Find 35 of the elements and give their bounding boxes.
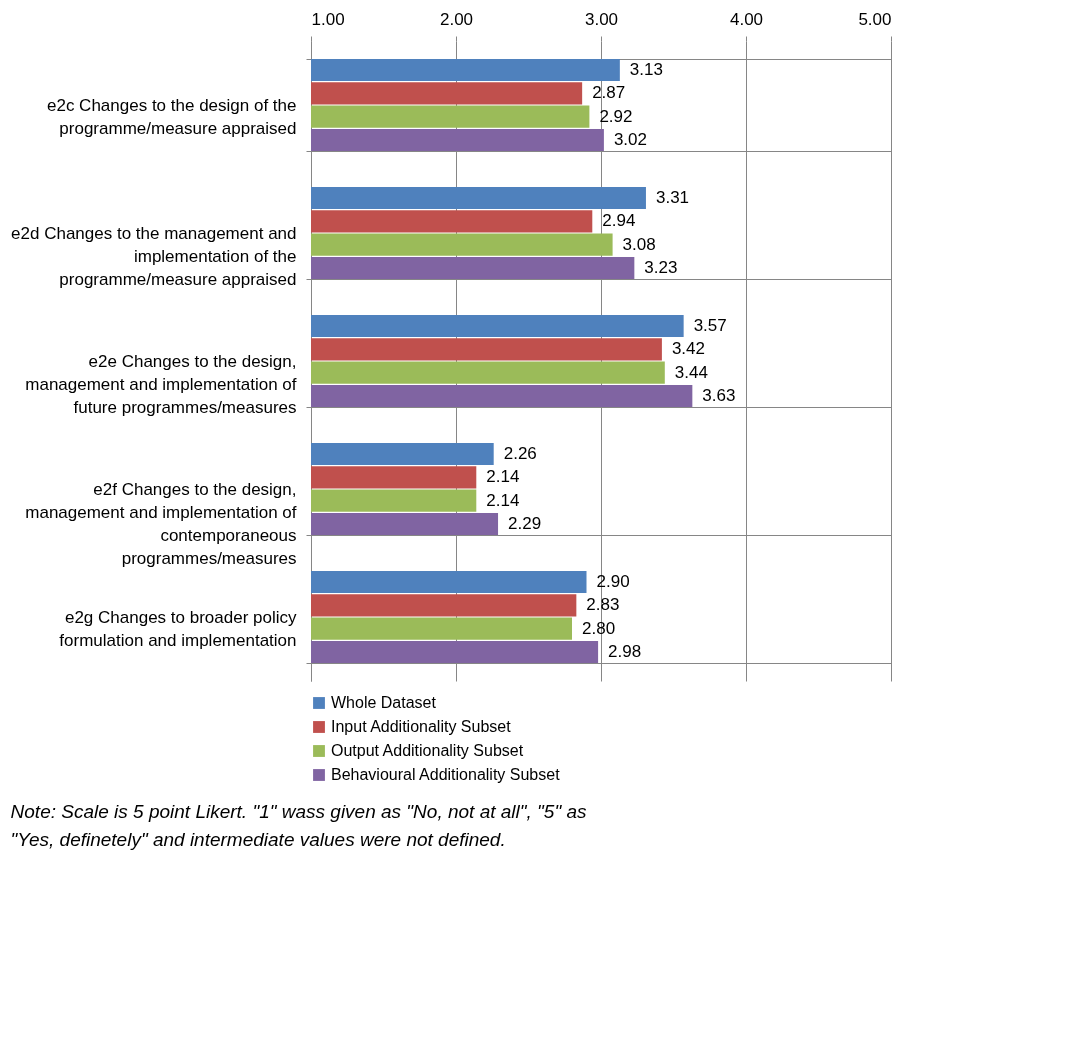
x-tick-label: 2.00 <box>439 9 474 29</box>
data-label: 3.57 <box>693 316 727 335</box>
data-label: 3.63 <box>702 386 736 405</box>
data-label: 3.44 <box>674 362 708 382</box>
x-tick-label: 4.00 <box>729 9 764 29</box>
data-label: 2.90 <box>596 572 630 591</box>
data-label: 2.26 <box>503 444 537 463</box>
data-label: 3.31 <box>655 188 690 207</box>
data-label: 2.98 <box>608 642 642 661</box>
x-tick-label: 5.00 <box>858 9 892 29</box>
data-label: 2.14 <box>486 467 520 487</box>
y-tick-label: e2f Changes to the design, management and implementation of contemporaneous programmes/measures <box>25 479 297 568</box>
y-tick-label: e2d Changes to the management and implementation of the programme/measure appraised <box>11 223 297 289</box>
data-label: 2.14 <box>486 490 520 510</box>
data-label: 2.87 <box>592 83 626 103</box>
data-label: 2.83 <box>586 595 620 615</box>
data-label: 2.29 <box>508 514 542 533</box>
legend-label: Output Additionality Subset <box>331 742 524 759</box>
y-tick-label: e2e Changes to the design, management and implementation of future programmes/measures <box>25 351 297 417</box>
data-label: 3.23 <box>644 258 678 277</box>
x-tick-label: 1.00 <box>311 9 345 29</box>
data-label: 2.94 <box>602 211 636 231</box>
text: Note: Scale is 5 point Likert. "1" wass given as "No, not at all", "5" as "Yes, definetely" and intermediate values were not defined. <box>10 801 587 850</box>
x-tick-label: 3.00 <box>584 9 619 29</box>
y-tick-label: e2g Changes to broader policy formulation and implementation <box>59 607 297 650</box>
data-label: 2.80 <box>582 618 616 638</box>
data-label: 3.42 <box>671 339 705 359</box>
legend-label: Input Additionality Subset <box>331 718 512 735</box>
data-label: 3.13 <box>629 60 663 79</box>
data-label: 3.02 <box>613 130 647 149</box>
data-label: 2.92 <box>599 106 633 126</box>
data-label: 3.08 <box>622 234 656 254</box>
y-tick-label: e2c Changes to the design of the programme/measure appraised <box>46 95 297 138</box>
legend-label: Behavioural Additionality Subset <box>331 766 561 783</box>
legend-label: Whole Dataset <box>331 694 437 711</box>
